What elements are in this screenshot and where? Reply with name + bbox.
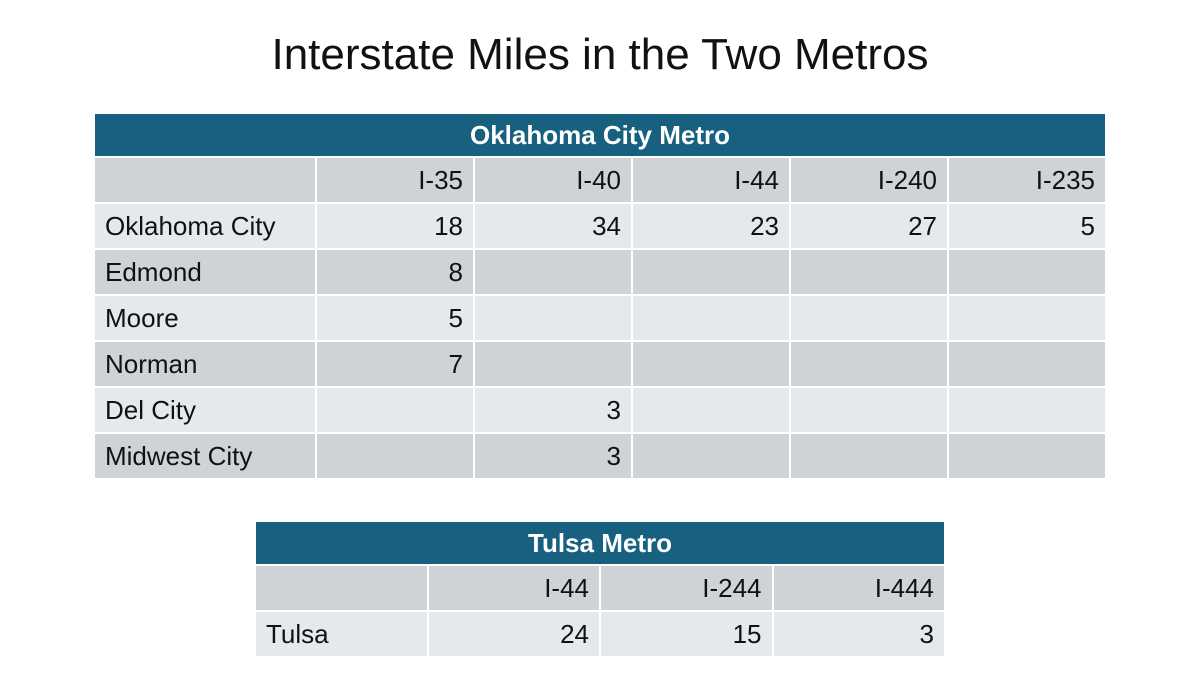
table-cell bbox=[475, 342, 631, 386]
table-cell: 24 bbox=[428, 612, 599, 656]
table-cell bbox=[949, 434, 1105, 478]
table-cell: 5 bbox=[949, 204, 1105, 248]
table-cell: 15 bbox=[601, 612, 772, 656]
table-cell bbox=[475, 296, 631, 340]
table-cell: 18 bbox=[317, 204, 473, 248]
table-cell: 23 bbox=[633, 204, 789, 248]
table-cell bbox=[791, 434, 947, 478]
column-header: I-235 bbox=[949, 158, 1105, 202]
table-cell: 3 bbox=[475, 388, 631, 432]
column-header: I-35 bbox=[317, 158, 473, 202]
table-cell: 7 bbox=[317, 342, 473, 386]
table-row: Moore 5 bbox=[95, 296, 1105, 340]
table-cell bbox=[791, 388, 947, 432]
tulsa-header-row: I-44 I-244 I-444 bbox=[256, 566, 944, 610]
row-label: Moore bbox=[95, 296, 315, 340]
table-cell bbox=[317, 434, 473, 478]
table-cell: 27 bbox=[791, 204, 947, 248]
table-cell bbox=[633, 342, 789, 386]
table-cell bbox=[633, 250, 789, 294]
column-header: I-444 bbox=[773, 566, 944, 610]
table-row: Norman 7 bbox=[95, 342, 1105, 386]
table-cell: 3 bbox=[475, 434, 631, 478]
table-row: Del City 3 bbox=[95, 388, 1105, 432]
tulsa-metro-table: Tulsa Metro I-44 I-244 I-444 Tulsa 24 15… bbox=[254, 520, 946, 658]
row-label: Edmond bbox=[95, 250, 315, 294]
column-header: I-44 bbox=[633, 158, 789, 202]
column-header: I-244 bbox=[601, 566, 772, 610]
column-header bbox=[95, 158, 315, 202]
okc-header-row: I-35 I-40 I-44 I-240 I-235 bbox=[95, 158, 1105, 202]
page-title: Interstate Miles in the Two Metros bbox=[271, 30, 929, 79]
column-header: I-44 bbox=[428, 566, 599, 610]
column-header bbox=[256, 566, 427, 610]
table-cell: 5 bbox=[317, 296, 473, 340]
row-label: Midwest City bbox=[95, 434, 315, 478]
row-label: Del City bbox=[95, 388, 315, 432]
tulsa-metro-heading: Tulsa Metro bbox=[256, 522, 944, 564]
row-label: Oklahoma City bbox=[95, 204, 315, 248]
table-cell bbox=[949, 388, 1105, 432]
column-header: I-40 bbox=[475, 158, 631, 202]
table-cell bbox=[949, 250, 1105, 294]
table-cell: 3 bbox=[773, 612, 944, 656]
table-cell bbox=[791, 250, 947, 294]
table-row: Oklahoma City 18 34 23 27 5 bbox=[95, 204, 1105, 248]
table-cell bbox=[949, 342, 1105, 386]
okc-metro-table: Oklahoma City Metro I-35 I-40 I-44 I-240… bbox=[93, 112, 1107, 480]
table-cell bbox=[475, 250, 631, 294]
table-cell bbox=[633, 296, 789, 340]
table-cell bbox=[317, 388, 473, 432]
okc-metro-heading: Oklahoma City Metro bbox=[95, 114, 1105, 156]
column-header: I-240 bbox=[791, 158, 947, 202]
table-row: Tulsa 24 15 3 bbox=[256, 612, 944, 656]
row-label: Norman bbox=[95, 342, 315, 386]
table-row: Midwest City 3 bbox=[95, 434, 1105, 478]
table-cell bbox=[791, 342, 947, 386]
table-cell bbox=[949, 296, 1105, 340]
table-cell: 8 bbox=[317, 250, 473, 294]
table-cell: 34 bbox=[475, 204, 631, 248]
table-cell bbox=[633, 434, 789, 478]
table-row: Edmond 8 bbox=[95, 250, 1105, 294]
table-cell bbox=[633, 388, 789, 432]
table-cell bbox=[791, 296, 947, 340]
row-label: Tulsa bbox=[256, 612, 427, 656]
